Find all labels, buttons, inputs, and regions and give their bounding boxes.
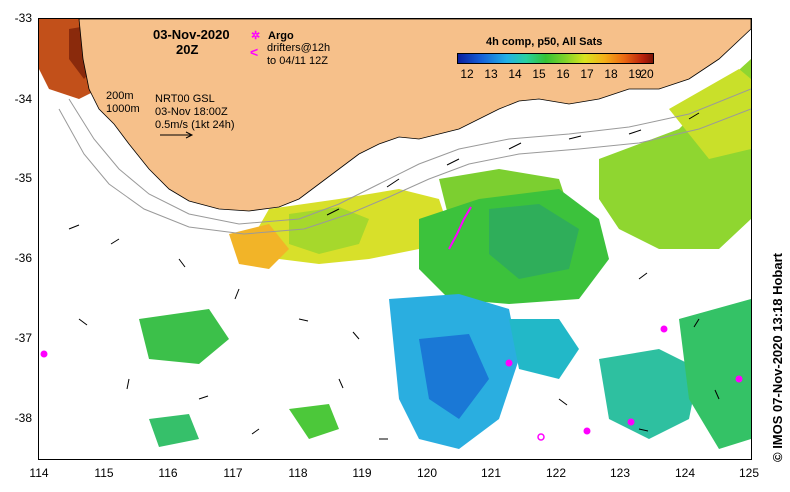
bathymetry-200m xyxy=(68,88,751,225)
nrt-time-label: 03-Nov 18:00Z xyxy=(155,106,228,118)
argo-legend-label: Argo xyxy=(268,30,294,42)
lon-tick: 119 xyxy=(352,466,372,480)
lon-tick: 124 xyxy=(674,466,696,480)
depth-1000-label: 1000m xyxy=(106,103,140,115)
lat-tick: -36 xyxy=(14,251,32,265)
colorbar-tick: 14 xyxy=(508,67,522,81)
lon-tick: 117 xyxy=(223,466,243,480)
colorbar xyxy=(457,53,654,64)
lat-tick: -38 xyxy=(14,411,32,425)
credit-label: © IMOS 07-Nov-2020 13:18 Hobart xyxy=(770,253,785,462)
map-time: 20Z xyxy=(176,42,199,57)
lon-tick: 115 xyxy=(94,466,114,480)
colorbar-tick: 13 xyxy=(484,67,498,81)
vector-scale-arrow xyxy=(160,131,194,139)
lat-tick: -34 xyxy=(14,92,32,106)
colorbar-tick: 20 xyxy=(640,67,654,81)
drifter-legend-icon: < xyxy=(250,44,259,60)
lon-tick: 118 xyxy=(288,466,308,480)
lat-tick: -35 xyxy=(14,171,32,185)
colorbar-tick: 17 xyxy=(580,67,594,81)
lon-tick: 114 xyxy=(29,466,49,480)
colorbar-title: 4h comp, p50, All Sats xyxy=(486,36,603,48)
bathymetry-1000m xyxy=(58,108,751,235)
depth-200-label: 200m xyxy=(106,90,134,102)
colorbar-tick: 16 xyxy=(556,67,570,81)
argo-legend-icon: ✲ xyxy=(251,30,261,42)
colorbar-tick: 15 xyxy=(532,67,546,81)
lon-tick: 116 xyxy=(158,466,178,480)
drifter-legend-line2: to 04/11 12Z xyxy=(267,55,328,67)
lon-tick: 121 xyxy=(480,466,502,480)
map-date: 03-Nov-2020 xyxy=(153,27,230,42)
lon-tick: 125 xyxy=(738,466,760,480)
lat-tick: -33 xyxy=(14,11,32,25)
current-vectors xyxy=(68,112,720,440)
colorbar-tick: 18 xyxy=(604,67,618,81)
drifter-legend-line1: drifters@12h xyxy=(267,42,331,54)
lon-tick: 120 xyxy=(416,466,438,480)
colorbar-tick: 19 xyxy=(628,67,642,81)
argo-drifters xyxy=(40,206,743,441)
sst-map[interactable] xyxy=(38,18,752,460)
sst-map-canvas xyxy=(39,19,751,459)
lon-tick: 122 xyxy=(545,466,567,480)
lat-tick: -37 xyxy=(14,331,32,345)
colorbar-tick: 12 xyxy=(460,67,474,81)
nrt-label: NRT00 GSL xyxy=(155,93,215,105)
land-mass xyxy=(78,19,751,212)
sst-field xyxy=(39,19,751,459)
lon-tick: 123 xyxy=(609,466,631,480)
vector-scale-label: 0.5m/s (1kt 24h) xyxy=(155,119,235,131)
